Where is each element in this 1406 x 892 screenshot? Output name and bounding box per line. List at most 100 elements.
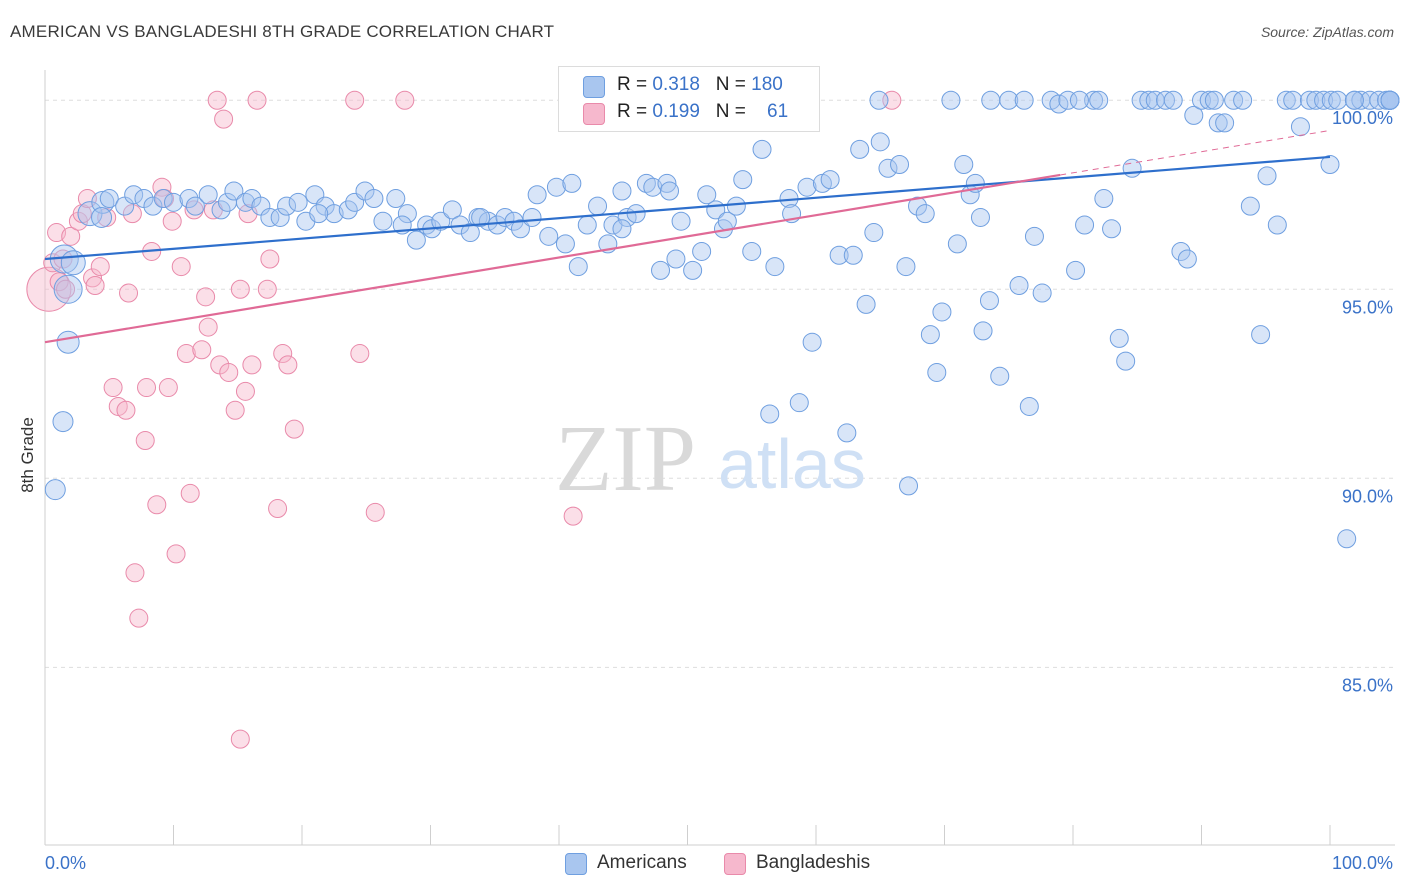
- american-point: [471, 207, 491, 227]
- american-point: [1084, 90, 1104, 110]
- american-point: [856, 294, 876, 314]
- watermark: ZIP atlas: [555, 407, 866, 511]
- american-point: [1116, 351, 1136, 371]
- american-point: [235, 192, 255, 212]
- american-point: [697, 185, 717, 205]
- american-point: [1299, 90, 1319, 110]
- legend-n-value: 61: [767, 101, 789, 122]
- bangladeshi-point: [198, 317, 218, 337]
- axes: [44, 70, 1395, 846]
- american-point: [386, 189, 406, 209]
- american-point: [442, 200, 462, 220]
- american-point: [364, 189, 384, 209]
- american-point: [692, 241, 712, 261]
- american-point: [1215, 113, 1235, 133]
- american-point: [864, 223, 884, 243]
- y-tick-label: 90.0%: [1342, 486, 1393, 506]
- bangladeshi-point: [162, 211, 182, 231]
- american-point: [91, 206, 113, 228]
- bangladeshi-point: [116, 400, 136, 420]
- americans-points: [44, 90, 1400, 549]
- american-point: [1102, 219, 1122, 239]
- american-point: [56, 330, 80, 354]
- american-point: [60, 250, 86, 276]
- american-point: [1032, 283, 1052, 303]
- bangladeshi-point: [180, 483, 200, 503]
- american-point: [143, 196, 163, 216]
- bangladeshi-point: [365, 502, 385, 522]
- american-point: [539, 226, 559, 246]
- american-point: [941, 90, 961, 110]
- american-point: [954, 155, 974, 175]
- american-point: [164, 192, 183, 212]
- stats-legend: R = 0.318 N = 180 R = 0.199 N = 61: [558, 66, 820, 132]
- american-point: [198, 185, 218, 205]
- american-point: [324, 204, 344, 224]
- american-point: [1069, 90, 1089, 110]
- american-point: [870, 132, 890, 152]
- bangladeshis-trend-line: [44, 173, 1061, 344]
- american-point: [546, 177, 566, 197]
- american-point: [1257, 166, 1277, 186]
- bangladeshi-point: [83, 268, 103, 288]
- bangladeshi-point: [345, 90, 365, 110]
- y-tick-label: 95.0%: [1342, 297, 1393, 317]
- bangladeshi-point: [350, 344, 370, 364]
- american-point: [99, 189, 119, 209]
- american-point: [1019, 396, 1039, 416]
- chart-title: AMERICAN VS BANGLADESHI 8TH GRADE CORREL…: [10, 22, 555, 41]
- bangladeshi-point: [235, 381, 255, 401]
- bangladeshi-point: [85, 275, 105, 295]
- american-point: [277, 196, 297, 216]
- american-point: [760, 404, 780, 424]
- american-point: [1163, 90, 1183, 110]
- legend-n-label: N =: [715, 74, 746, 95]
- american-point: [373, 211, 393, 231]
- american-point: [1251, 325, 1271, 345]
- american-point: [899, 476, 919, 496]
- american-point: [270, 207, 290, 227]
- x-tick-label: 0.0%: [45, 853, 86, 873]
- bangladeshi-point: [122, 204, 142, 224]
- american-point: [1131, 90, 1151, 110]
- y-axis-label: 8th Grade: [18, 417, 37, 493]
- legend-swatch-bangladeshis: [583, 103, 605, 125]
- american-point: [742, 241, 762, 261]
- american-point: [973, 321, 993, 341]
- legend-swatch-bangladeshis: [724, 853, 746, 875]
- legend-label-bangladeshis: Bangladeshis: [756, 852, 871, 873]
- american-point: [1184, 105, 1204, 125]
- american-point: [1094, 189, 1114, 209]
- american-point: [124, 185, 144, 205]
- bangladeshi-point: [192, 340, 212, 360]
- american-point: [1156, 90, 1176, 110]
- legend-swatch-americans: [583, 76, 605, 98]
- bangladeshi-point: [230, 279, 250, 299]
- american-point: [915, 204, 935, 224]
- american-point: [577, 215, 597, 235]
- american-point: [1058, 90, 1078, 110]
- american-point: [896, 257, 916, 277]
- american-point: [309, 204, 329, 224]
- american-point: [981, 90, 1001, 110]
- watermark-atlas: atlas: [718, 425, 866, 503]
- american-point: [820, 170, 840, 190]
- american-point: [179, 189, 199, 209]
- american-point: [829, 245, 849, 265]
- bangladeshi-point: [284, 419, 304, 439]
- american-point: [752, 139, 772, 159]
- american-point: [406, 230, 426, 250]
- american-point: [932, 302, 952, 322]
- american-point: [636, 173, 656, 193]
- legend-r-value: 0.199: [652, 101, 700, 122]
- bangladeshi-point: [196, 287, 216, 307]
- legend-label-americans: Americans: [597, 852, 687, 873]
- american-point: [947, 234, 967, 254]
- american-point: [920, 325, 940, 345]
- american-point: [927, 362, 947, 382]
- legend-row-bangladeshis: R = 0.199 N = 61: [583, 101, 788, 127]
- bangladeshi-point: [125, 563, 145, 583]
- legend-r-label: R =: [617, 101, 648, 122]
- american-point: [1024, 226, 1044, 246]
- american-point: [260, 207, 280, 227]
